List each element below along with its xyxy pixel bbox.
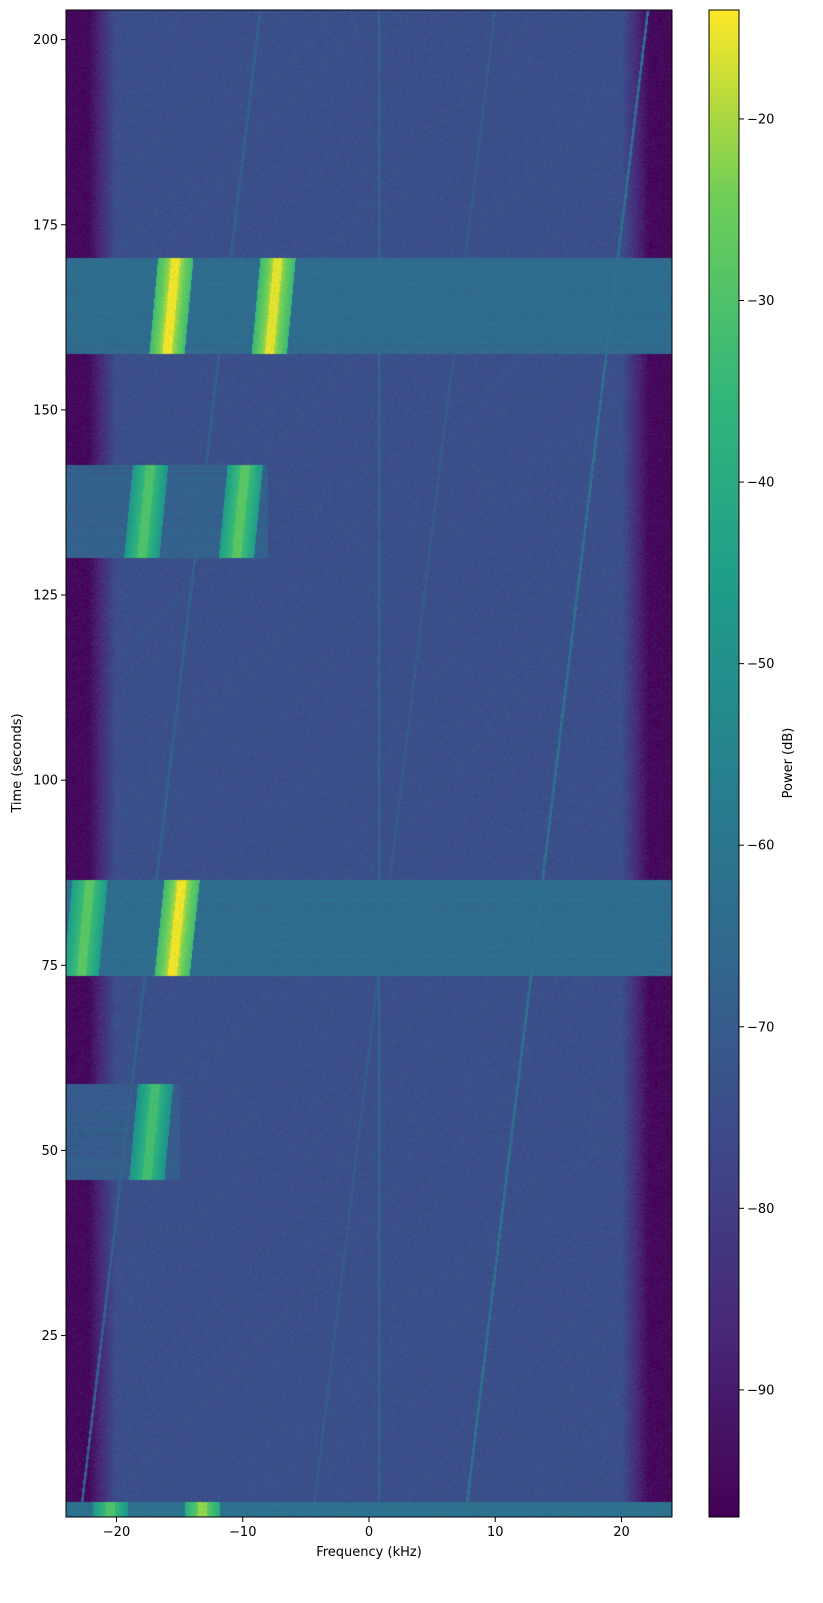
y-tick-label: 125 bbox=[33, 589, 58, 604]
x-tick-label: 0 bbox=[365, 1525, 373, 1540]
x-tick-label: 10 bbox=[487, 1525, 504, 1540]
colorbar-axis: −90 −80 −70 −60 −50 −40 −30 −20 bbox=[739, 112, 774, 1398]
colorbar-gradient bbox=[708, 9, 740, 1518]
y-tick-label: 75 bbox=[41, 959, 58, 974]
colorbar-tick-label: −80 bbox=[747, 1202, 774, 1217]
y-tick-label: 25 bbox=[41, 1329, 58, 1344]
plot-area bbox=[65, 9, 673, 1518]
colorbar-tick-label: −20 bbox=[747, 112, 774, 127]
x-tick-label: 20 bbox=[613, 1525, 630, 1540]
colorbar-tick-label: −60 bbox=[747, 839, 774, 854]
x-tick-label: −20 bbox=[103, 1525, 130, 1540]
y-tick-label: 175 bbox=[33, 218, 58, 233]
y-tick-label: 200 bbox=[33, 33, 58, 48]
y-tick-label: 150 bbox=[33, 403, 58, 418]
y-tick-label: 100 bbox=[33, 774, 58, 789]
colorbar-label: Power (dB) bbox=[781, 728, 796, 799]
spectrogram-heatmap bbox=[66, 10, 672, 1517]
colorbar: −90 −80 −70 −60 −50 −40 −30 −20 Power (dB) bbox=[708, 9, 796, 1518]
colorbar-tick-label: −90 bbox=[747, 1383, 774, 1398]
colorbar-tick-label: −70 bbox=[747, 1020, 774, 1035]
x-axis-label: Frequency (kHz) bbox=[316, 1545, 422, 1560]
colorbar-tick-label: −30 bbox=[747, 294, 774, 309]
x-tick-label: −10 bbox=[229, 1525, 256, 1540]
colorbar-tick-label: −50 bbox=[747, 657, 774, 672]
y-axis: 25 50 75 100 125 150 175 200 bbox=[33, 33, 66, 1344]
x-axis: −20 −10 0 10 20 bbox=[103, 1517, 630, 1540]
y-tick-label: 50 bbox=[41, 1144, 58, 1159]
y-axis-label: Time (seconds) bbox=[10, 713, 25, 813]
colorbar-tick-label: −40 bbox=[747, 476, 774, 491]
